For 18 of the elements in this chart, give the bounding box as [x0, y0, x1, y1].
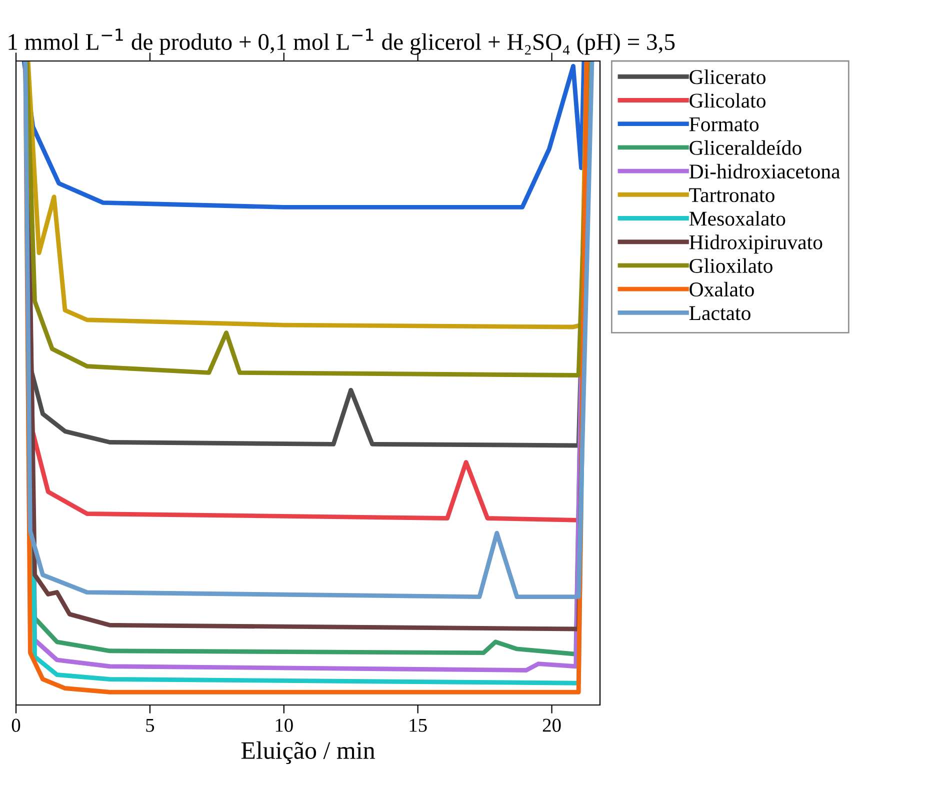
legend-label: Hidroxipiruvato [689, 234, 822, 254]
x-tick-label: 20 [542, 718, 561, 732]
legend-label: Glioxilato [690, 258, 772, 273]
legend-label: Di-hidroxiacetona [689, 164, 840, 179]
legend-label: Glicolato [690, 93, 766, 108]
legend-label: Formato [689, 117, 759, 132]
chart-title: 1 mmol L$^{−1}$ de produto + 0,1 mol L$^{−1}$ de glicerol + H₂SO₄ (pH) = 3,5 [8, 28, 675, 55]
x-tick-label: 15 [410, 718, 427, 732]
x-axis-title: Eluição / min [241, 741, 375, 764]
x-tick-label: 10 [276, 718, 293, 732]
legend-label: Glicerato [690, 69, 766, 84]
legend-label: Oxalato [690, 282, 754, 297]
legend-label: Mesoxalato [689, 211, 786, 226]
legend-label: Lactato [689, 306, 750, 320]
x-tick-label: 0 [12, 718, 20, 732]
legend-label: Tartronato [689, 188, 774, 202]
x-tick-label: 5 [146, 718, 154, 732]
legend-label: Gliceraldeído [690, 140, 802, 155]
